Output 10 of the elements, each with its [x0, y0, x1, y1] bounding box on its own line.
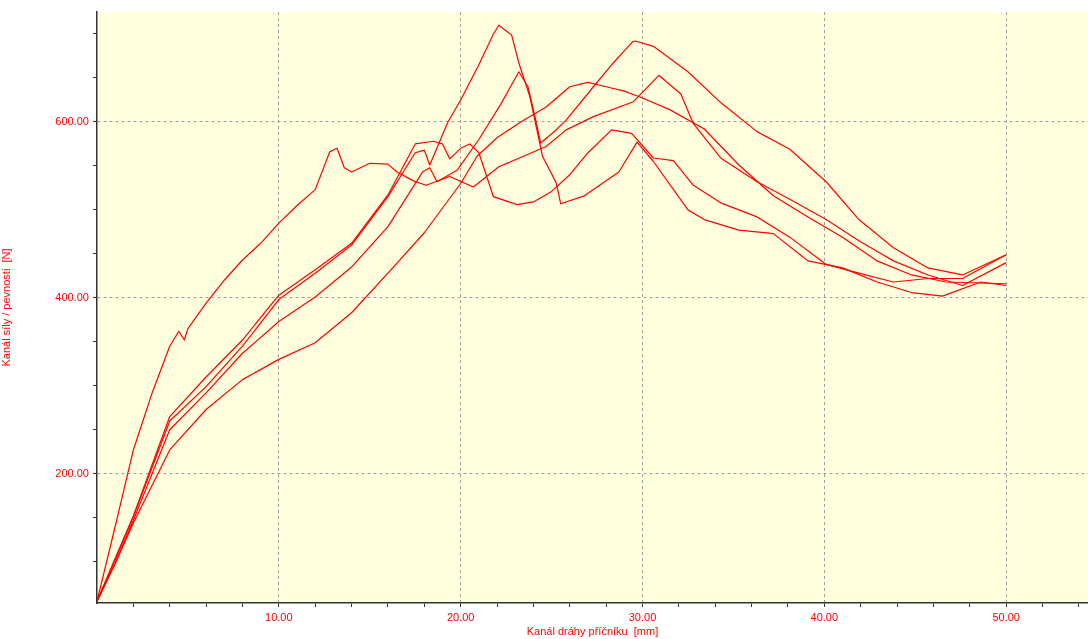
y-tick-label: 600.00	[55, 114, 89, 127]
x-axis-title: Kanál dráhy příčníku [mm]	[526, 625, 659, 638]
x-tick-label: 50.00	[992, 610, 1020, 623]
y-tick-label: 200.00	[55, 466, 89, 479]
x-tick-label: 40.00	[810, 610, 839, 623]
y-tick-label: 400.00	[55, 290, 89, 303]
x-tick-label: 10.00	[265, 610, 293, 623]
x-tick-label: 20.00	[446, 610, 475, 623]
y-axis-title: Kanál síly / pevnosti [N]	[0, 248, 12, 367]
x-tick-label: 30.00	[628, 610, 657, 623]
